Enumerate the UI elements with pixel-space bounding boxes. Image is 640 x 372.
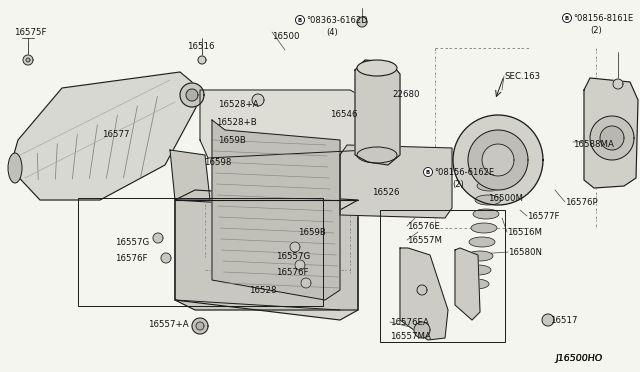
Polygon shape <box>357 17 367 27</box>
Polygon shape <box>23 55 33 65</box>
Polygon shape <box>613 79 623 89</box>
Polygon shape <box>482 144 514 176</box>
Text: 16528+B: 16528+B <box>216 118 257 127</box>
Polygon shape <box>212 120 340 300</box>
Polygon shape <box>600 126 624 150</box>
Polygon shape <box>175 200 358 310</box>
Polygon shape <box>424 167 433 176</box>
Text: 16557MA: 16557MA <box>390 332 431 341</box>
Text: 16576P: 16576P <box>565 198 598 207</box>
Text: B: B <box>426 170 430 174</box>
Text: (2): (2) <box>590 26 602 35</box>
Text: °08363-6162D: °08363-6162D <box>306 16 367 25</box>
Text: 16528+A: 16528+A <box>218 100 259 109</box>
Polygon shape <box>563 13 572 22</box>
Text: (2): (2) <box>452 180 464 189</box>
Polygon shape <box>453 115 543 205</box>
Text: 16516: 16516 <box>187 42 214 51</box>
Polygon shape <box>355 60 400 165</box>
Bar <box>78 198 323 306</box>
Text: 16500: 16500 <box>272 32 300 41</box>
Text: 16588MA: 16588MA <box>573 140 614 149</box>
Text: (4): (4) <box>326 28 338 37</box>
Text: J16500HO: J16500HO <box>556 354 604 363</box>
Polygon shape <box>198 56 206 64</box>
Text: 16528: 16528 <box>249 286 276 295</box>
Text: 16546: 16546 <box>330 110 358 119</box>
Text: 16557G: 16557G <box>115 238 149 247</box>
Polygon shape <box>175 190 358 320</box>
Text: °08156-8161E: °08156-8161E <box>573 14 633 23</box>
Ellipse shape <box>357 147 397 163</box>
Polygon shape <box>10 72 200 200</box>
Polygon shape <box>161 253 171 263</box>
Polygon shape <box>175 190 358 210</box>
Text: 16576F: 16576F <box>115 254 147 263</box>
Polygon shape <box>417 285 427 295</box>
Polygon shape <box>196 322 204 330</box>
Ellipse shape <box>463 279 489 289</box>
Text: 22680: 22680 <box>392 90 419 99</box>
Text: 16580N: 16580N <box>508 248 542 257</box>
Text: 16557G: 16557G <box>276 252 310 261</box>
Polygon shape <box>200 90 368 158</box>
Polygon shape <box>400 248 448 340</box>
Bar <box>380 210 505 342</box>
Text: 16557+A: 16557+A <box>148 320 189 329</box>
Text: 16598: 16598 <box>204 158 232 167</box>
Text: 16576EA: 16576EA <box>390 318 429 327</box>
Ellipse shape <box>473 209 499 219</box>
Ellipse shape <box>357 60 397 76</box>
Text: 16500M: 16500M <box>488 194 523 203</box>
Text: 16557M: 16557M <box>407 236 442 245</box>
Polygon shape <box>252 94 264 106</box>
Polygon shape <box>192 318 208 334</box>
Polygon shape <box>455 248 480 320</box>
Polygon shape <box>296 16 305 25</box>
Polygon shape <box>170 150 210 200</box>
Polygon shape <box>584 78 638 188</box>
Text: J16500HO: J16500HO <box>556 354 603 363</box>
Polygon shape <box>468 130 528 190</box>
Text: 16516M: 16516M <box>507 228 542 237</box>
Text: 16575F: 16575F <box>14 28 47 37</box>
Text: 16577F: 16577F <box>527 212 559 221</box>
Polygon shape <box>340 145 452 218</box>
Text: °08156-6162E: °08156-6162E <box>434 168 494 177</box>
Ellipse shape <box>469 237 495 247</box>
Polygon shape <box>414 322 430 338</box>
Polygon shape <box>186 89 198 101</box>
Polygon shape <box>301 278 311 288</box>
Polygon shape <box>153 233 163 243</box>
Text: 1659B: 1659B <box>298 228 326 237</box>
Text: 16577: 16577 <box>102 130 129 139</box>
Polygon shape <box>290 242 300 252</box>
Ellipse shape <box>467 251 493 261</box>
Polygon shape <box>542 314 554 326</box>
Text: B: B <box>298 17 302 22</box>
Polygon shape <box>180 83 204 107</box>
Polygon shape <box>295 260 305 270</box>
Text: B: B <box>565 16 569 20</box>
Ellipse shape <box>475 195 501 205</box>
Text: 16576F: 16576F <box>276 268 308 277</box>
Polygon shape <box>26 58 30 62</box>
Text: 16517: 16517 <box>550 316 577 325</box>
Ellipse shape <box>8 153 22 183</box>
Ellipse shape <box>471 223 497 233</box>
Ellipse shape <box>465 265 491 275</box>
Text: 16576E: 16576E <box>407 222 440 231</box>
Text: 16526: 16526 <box>372 188 399 197</box>
Ellipse shape <box>477 181 503 191</box>
Text: SEC.163: SEC.163 <box>504 72 540 81</box>
Polygon shape <box>590 116 634 160</box>
Text: 1659B: 1659B <box>218 136 246 145</box>
